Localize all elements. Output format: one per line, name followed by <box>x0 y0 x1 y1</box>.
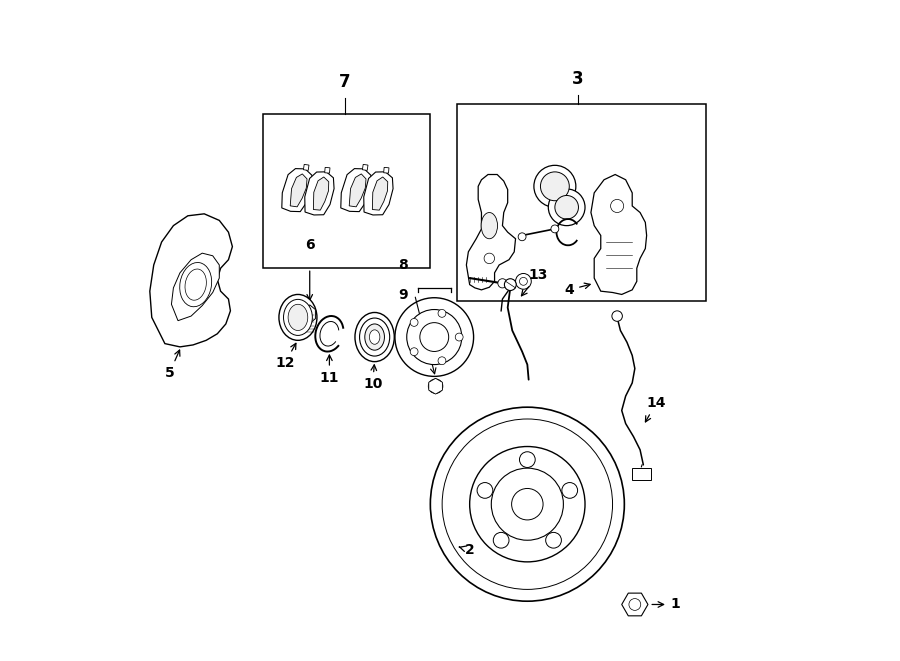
Circle shape <box>519 278 527 286</box>
Circle shape <box>534 165 576 208</box>
Circle shape <box>430 407 625 602</box>
Text: 12: 12 <box>275 343 296 370</box>
Bar <box>632 468 651 480</box>
Text: 9: 9 <box>398 288 408 302</box>
Circle shape <box>428 379 443 393</box>
Polygon shape <box>282 169 312 212</box>
Circle shape <box>493 532 509 548</box>
Polygon shape <box>149 214 232 347</box>
Polygon shape <box>363 165 368 171</box>
Polygon shape <box>349 174 366 207</box>
Text: 14: 14 <box>645 395 666 422</box>
Circle shape <box>498 279 507 288</box>
Text: 3: 3 <box>572 70 583 88</box>
Ellipse shape <box>284 299 312 335</box>
Polygon shape <box>341 169 371 212</box>
Polygon shape <box>313 177 328 210</box>
Circle shape <box>629 599 641 610</box>
Circle shape <box>484 253 495 264</box>
Polygon shape <box>428 378 443 394</box>
Text: 6: 6 <box>305 238 314 252</box>
Ellipse shape <box>185 269 206 300</box>
Ellipse shape <box>180 262 211 307</box>
Circle shape <box>555 196 579 219</box>
Text: 4: 4 <box>564 283 590 297</box>
Circle shape <box>541 172 570 201</box>
Circle shape <box>562 483 578 498</box>
Circle shape <box>491 468 563 540</box>
Text: 7: 7 <box>339 73 351 91</box>
Text: 8: 8 <box>398 258 408 272</box>
Text: 10: 10 <box>363 365 382 391</box>
Ellipse shape <box>359 318 390 356</box>
Circle shape <box>395 297 473 376</box>
Circle shape <box>407 309 462 365</box>
Ellipse shape <box>355 313 394 362</box>
Circle shape <box>545 532 562 548</box>
Polygon shape <box>325 167 330 173</box>
Text: 11: 11 <box>320 355 339 385</box>
Ellipse shape <box>369 330 380 344</box>
Circle shape <box>438 309 446 317</box>
Polygon shape <box>303 165 309 171</box>
Text: 13: 13 <box>521 268 548 296</box>
Polygon shape <box>305 172 334 215</box>
Bar <box>456 104 706 301</box>
Polygon shape <box>383 167 389 173</box>
Circle shape <box>438 357 446 365</box>
Circle shape <box>504 279 517 291</box>
Circle shape <box>610 200 624 213</box>
Polygon shape <box>171 253 220 321</box>
Circle shape <box>470 447 585 562</box>
Circle shape <box>519 451 536 467</box>
Circle shape <box>455 333 464 341</box>
Circle shape <box>419 323 449 352</box>
Circle shape <box>516 274 531 290</box>
Circle shape <box>432 383 439 389</box>
Ellipse shape <box>288 304 308 330</box>
Circle shape <box>442 419 613 590</box>
Polygon shape <box>466 175 516 290</box>
Bar <box>263 114 430 268</box>
Circle shape <box>511 488 543 520</box>
Polygon shape <box>290 174 307 207</box>
Circle shape <box>518 233 526 241</box>
Circle shape <box>551 225 559 233</box>
Text: 1: 1 <box>652 598 680 611</box>
Ellipse shape <box>279 294 317 340</box>
Polygon shape <box>364 172 393 215</box>
Ellipse shape <box>482 213 498 239</box>
Circle shape <box>548 189 585 225</box>
Polygon shape <box>304 305 315 323</box>
Text: 2: 2 <box>459 543 474 557</box>
Circle shape <box>612 311 623 321</box>
Ellipse shape <box>364 324 384 350</box>
Circle shape <box>410 348 419 356</box>
Polygon shape <box>373 177 388 210</box>
Polygon shape <box>591 175 646 294</box>
Circle shape <box>477 483 493 498</box>
Circle shape <box>410 319 419 327</box>
Text: 5: 5 <box>165 350 180 380</box>
